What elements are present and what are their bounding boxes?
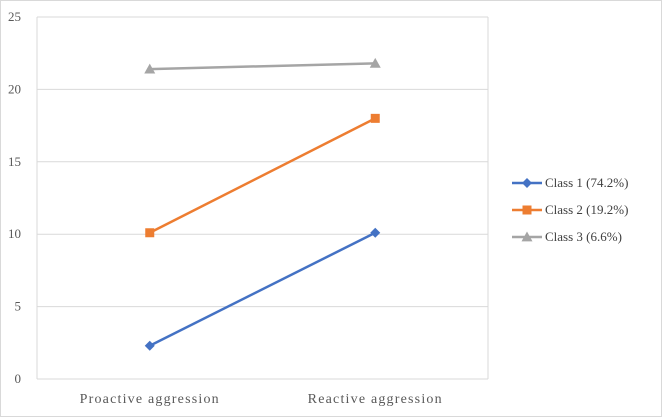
data-point-class-1-1 (144, 340, 155, 351)
data-point-class-3-2 (369, 57, 381, 68)
data-point-class-2-2 (370, 113, 380, 123)
legend-marker-class-2 (522, 205, 532, 215)
data-point-class-2-1 (145, 228, 155, 238)
legend-marker-class-3 (521, 231, 533, 242)
series-line-class-1 (149, 231, 376, 347)
y-axis-tick-labels: 0 5 10 15 20 25 (8, 9, 21, 386)
y-tick-label-15: 15 (8, 154, 21, 169)
legend-label-class-2: Class 2 (19.2%) (545, 202, 628, 217)
y-tick-label-10: 10 (8, 226, 21, 241)
y-tick-label-0: 0 (15, 371, 22, 386)
x-category-label-2: Reactive aggression (308, 392, 443, 407)
legend-marker-class-1 (522, 178, 532, 188)
y-tick-label-25: 25 (8, 9, 21, 24)
x-category-label-1: Proactive aggression (80, 392, 220, 407)
y-tick-label-5: 5 (15, 299, 22, 314)
data-point-class-1-2 (370, 227, 381, 238)
legend-label-class-3: Class 3 (6.6%) (545, 229, 622, 244)
legend-label-class-1: Class 1 (74.2%) (545, 175, 628, 190)
x-axis-category-labels: Proactive aggression Reactive aggression (80, 392, 443, 407)
data-point-class-3-1 (144, 63, 156, 74)
gridlines (36, 16, 489, 380)
legend: Class 1 (74.2%) Class 2 (19.2%) Class 3 (6… (512, 175, 628, 244)
series-line-class-2 (149, 117, 376, 234)
y-tick-label-20: 20 (8, 81, 21, 96)
series-line-class-3 (149, 62, 376, 71)
series-group (144, 57, 381, 351)
